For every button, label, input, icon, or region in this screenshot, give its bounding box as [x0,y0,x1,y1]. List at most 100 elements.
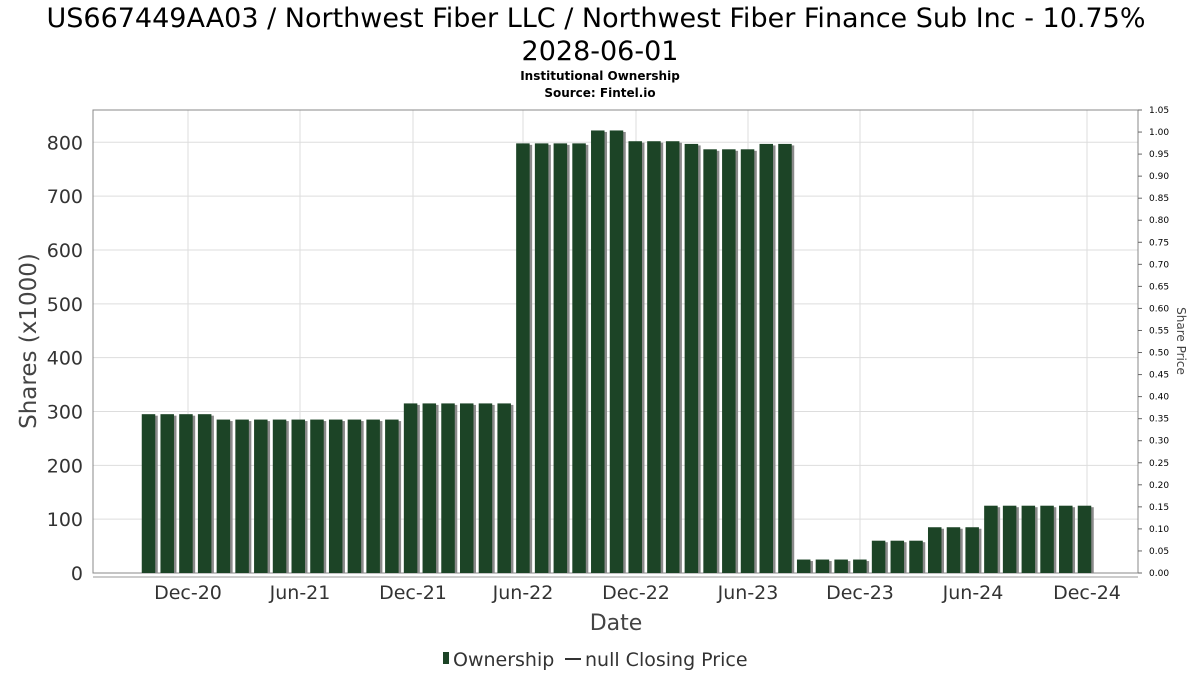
ownership-bar [272,419,287,573]
ownership-bar [965,527,979,573]
ownership-bar [160,414,174,573]
chart-source: Source: Fintel.io [544,86,655,100]
ownership-bar [927,527,942,573]
y2-tick-label: 0.05 [1149,547,1169,557]
ownership-bar [254,419,268,573]
ownership-bar [591,130,605,574]
ownership-bar [478,403,493,573]
ownership-bar [459,403,474,573]
y2-tick-label: 0.40 [1149,393,1169,403]
ownership-bar [684,143,699,574]
legend-ownership-swatch [443,652,449,664]
bars [141,130,1094,574]
y2-tick-label: 0.20 [1149,481,1169,491]
ownership-bar [815,559,830,573]
y2-tick-label: 0.85 [1149,194,1169,204]
chart-subtitle: Institutional Ownership [520,69,680,83]
ownership-bar [291,419,306,573]
ownership-bar [1040,505,1054,573]
y2-axis-label: Share Price [1174,307,1188,375]
ownership-bar [197,414,212,573]
x-tick-label: Dec-21 [379,582,447,604]
ownership-bar [534,143,549,573]
y2-tick-label: 0.50 [1149,349,1169,359]
y-tick-label: 700 [47,186,83,208]
ownership-bar [328,419,343,573]
x-tick-label: Dec-24 [1053,582,1121,604]
ownership-bar [628,141,642,573]
y2-tick-label: 0.70 [1149,260,1169,270]
ownership-bar [516,143,530,573]
x-tick-label: Dec-20 [154,582,222,604]
x-tick-label: Jun-23 [717,582,779,604]
y-axis-label: Shares (x1000) [16,253,42,429]
right-axis-ticks: 0.00 0.05 0.10 0.15 0.20 0.25 0.30 0.35 0.40 0.45… [1138,106,1169,579]
ownership-bar [1077,505,1092,573]
ownership-bar [722,149,736,574]
ownership-bar [385,419,399,573]
legend: Ownership null Closing Price [443,649,748,671]
chart-title-line1: US667449AA03 / Northwest Fiber LLC / Nor… [47,3,1146,34]
ownership-bar [441,403,455,573]
legend-price-label: null Closing Price [585,649,748,671]
ownership-bar [422,403,437,573]
y2-tick-label: 1.00 [1149,128,1169,138]
ownership-bar [141,414,156,573]
y2-tick-label: 0.35 [1149,415,1169,425]
y-tick-label: 100 [47,509,83,531]
y2-tick-label: 0.30 [1149,437,1169,447]
ownership-bar [572,143,586,573]
ownership-bar [1059,505,1073,573]
y-tick-label: 200 [47,455,83,477]
legend-ownership-label: Ownership [453,649,554,671]
ownership-bar [796,559,811,573]
ownership-bar [890,540,905,573]
x-tick-label: Jun-21 [269,582,331,604]
ownership-bar [759,143,774,574]
y2-tick-label: 0.80 [1149,216,1169,226]
ownership-bar [553,143,568,573]
ownership-bar [609,130,624,574]
x-tick-label: Jun-24 [942,582,1004,604]
ownership-bar [403,403,418,573]
chart-title-line2: 2028-06-01 [522,36,679,67]
y2-tick-label: 0.90 [1149,172,1169,182]
ownership-bar [703,149,717,574]
y2-tick-label: 0.15 [1149,503,1169,513]
ownership-bar [216,419,231,573]
ownership-bar [310,419,324,573]
ownership-bar [984,505,998,573]
y2-tick-label: 0.25 [1149,459,1169,469]
ownership-bar [179,414,193,573]
ownership-bar [366,419,380,573]
ownership-bar [834,559,848,573]
y-tick-label: 300 [47,401,83,423]
y2-tick-label: 0.60 [1149,304,1169,314]
y-tick-label: 500 [47,294,83,316]
ownership-bar [665,141,680,573]
x-tick-label: Dec-22 [602,582,670,604]
ownership-bar [946,527,961,573]
ownership-bar [235,419,249,573]
y-tick-label: 800 [47,132,83,154]
ownership-bar [497,403,511,573]
y2-tick-label: 0.00 [1149,569,1169,579]
ownership-bar [740,149,755,574]
ownership-bar [778,143,792,574]
y2-tick-label: 1.05 [1149,106,1169,116]
x-tick-label: Dec-23 [826,582,894,604]
x-axis-ticks: Dec-20 Jun-21 Dec-21 Jun-22 Dec-22 Jun-23 Dec-… [93,576,1138,604]
ownership-bar [1021,505,1036,573]
y2-tick-label: 0.10 [1149,525,1169,535]
ownership-bar [853,559,867,573]
ownership-bar [647,141,661,573]
ownership-bar [1002,505,1017,573]
ownership-bar [871,540,886,573]
ownership-bar [909,540,923,573]
ownership-bar [347,419,362,573]
y2-tick-label: 0.55 [1149,326,1169,336]
x-tick-label: Jun-22 [492,582,554,604]
y-tick-label: 0 [71,563,83,585]
left-axis-ticks: 0 100 200 300 400 500 600 700 800 [47,132,83,585]
